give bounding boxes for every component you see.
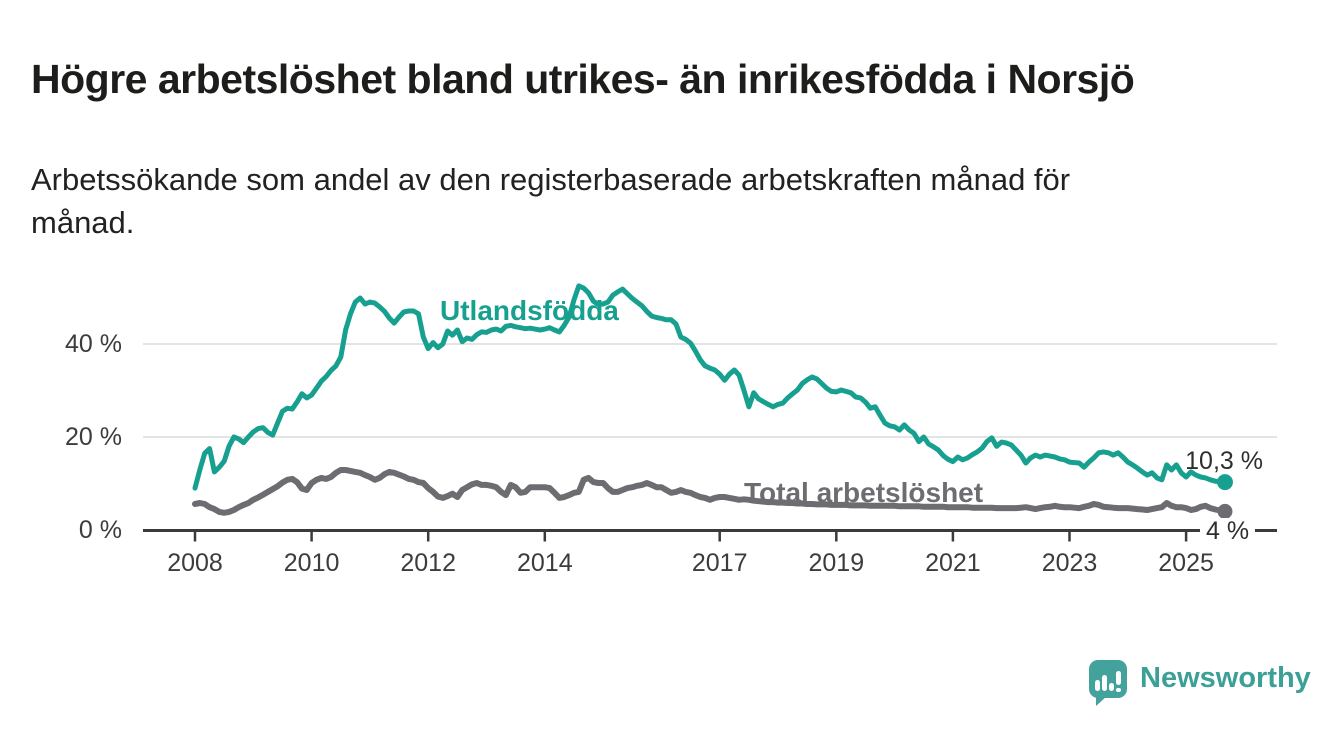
- x-tick-label: 2017: [691, 549, 748, 577]
- series-end-dot-0: [1216, 474, 1233, 491]
- y-tick-label: 0 %: [78, 516, 122, 544]
- newsworthy-logo-icon: [1089, 660, 1127, 706]
- x-tick-label: 2021: [925, 549, 981, 577]
- x-tick-label: 2008: [167, 549, 223, 577]
- series-end-dot-1: [1217, 503, 1233, 519]
- x-tick-label: 2019: [808, 549, 865, 577]
- series-line-0: [192, 283, 1228, 491]
- chart-subtitle: Arbetssökande som andel av den registerb…: [31, 162, 1071, 240]
- x-tick-label: 2023: [1041, 549, 1098, 577]
- series-label-utlandsfodda: Utlandsfödda: [440, 295, 619, 326]
- x-tick-label: 2012: [400, 549, 456, 577]
- y-tick-label: 20 %: [65, 423, 122, 451]
- series-line-1: [192, 467, 1228, 516]
- x-tick-label: 2025: [1158, 549, 1214, 577]
- x-tick-label: 2014: [516, 549, 573, 577]
- page-title: Högre arbetslöshet bland utrikes- än inr…: [31, 56, 1135, 103]
- series-label-total-arbetsloshet: Total arbetslöshet: [744, 477, 984, 508]
- brand-name: Newsworthy: [1140, 662, 1311, 694]
- end-value-label-utlandsfodda: 10,3 %: [1185, 447, 1263, 475]
- end-value-label-total: 4 %: [1200, 518, 1256, 544]
- y-tick-label: 40 %: [65, 330, 122, 358]
- x-tick-label: 2010: [283, 549, 340, 577]
